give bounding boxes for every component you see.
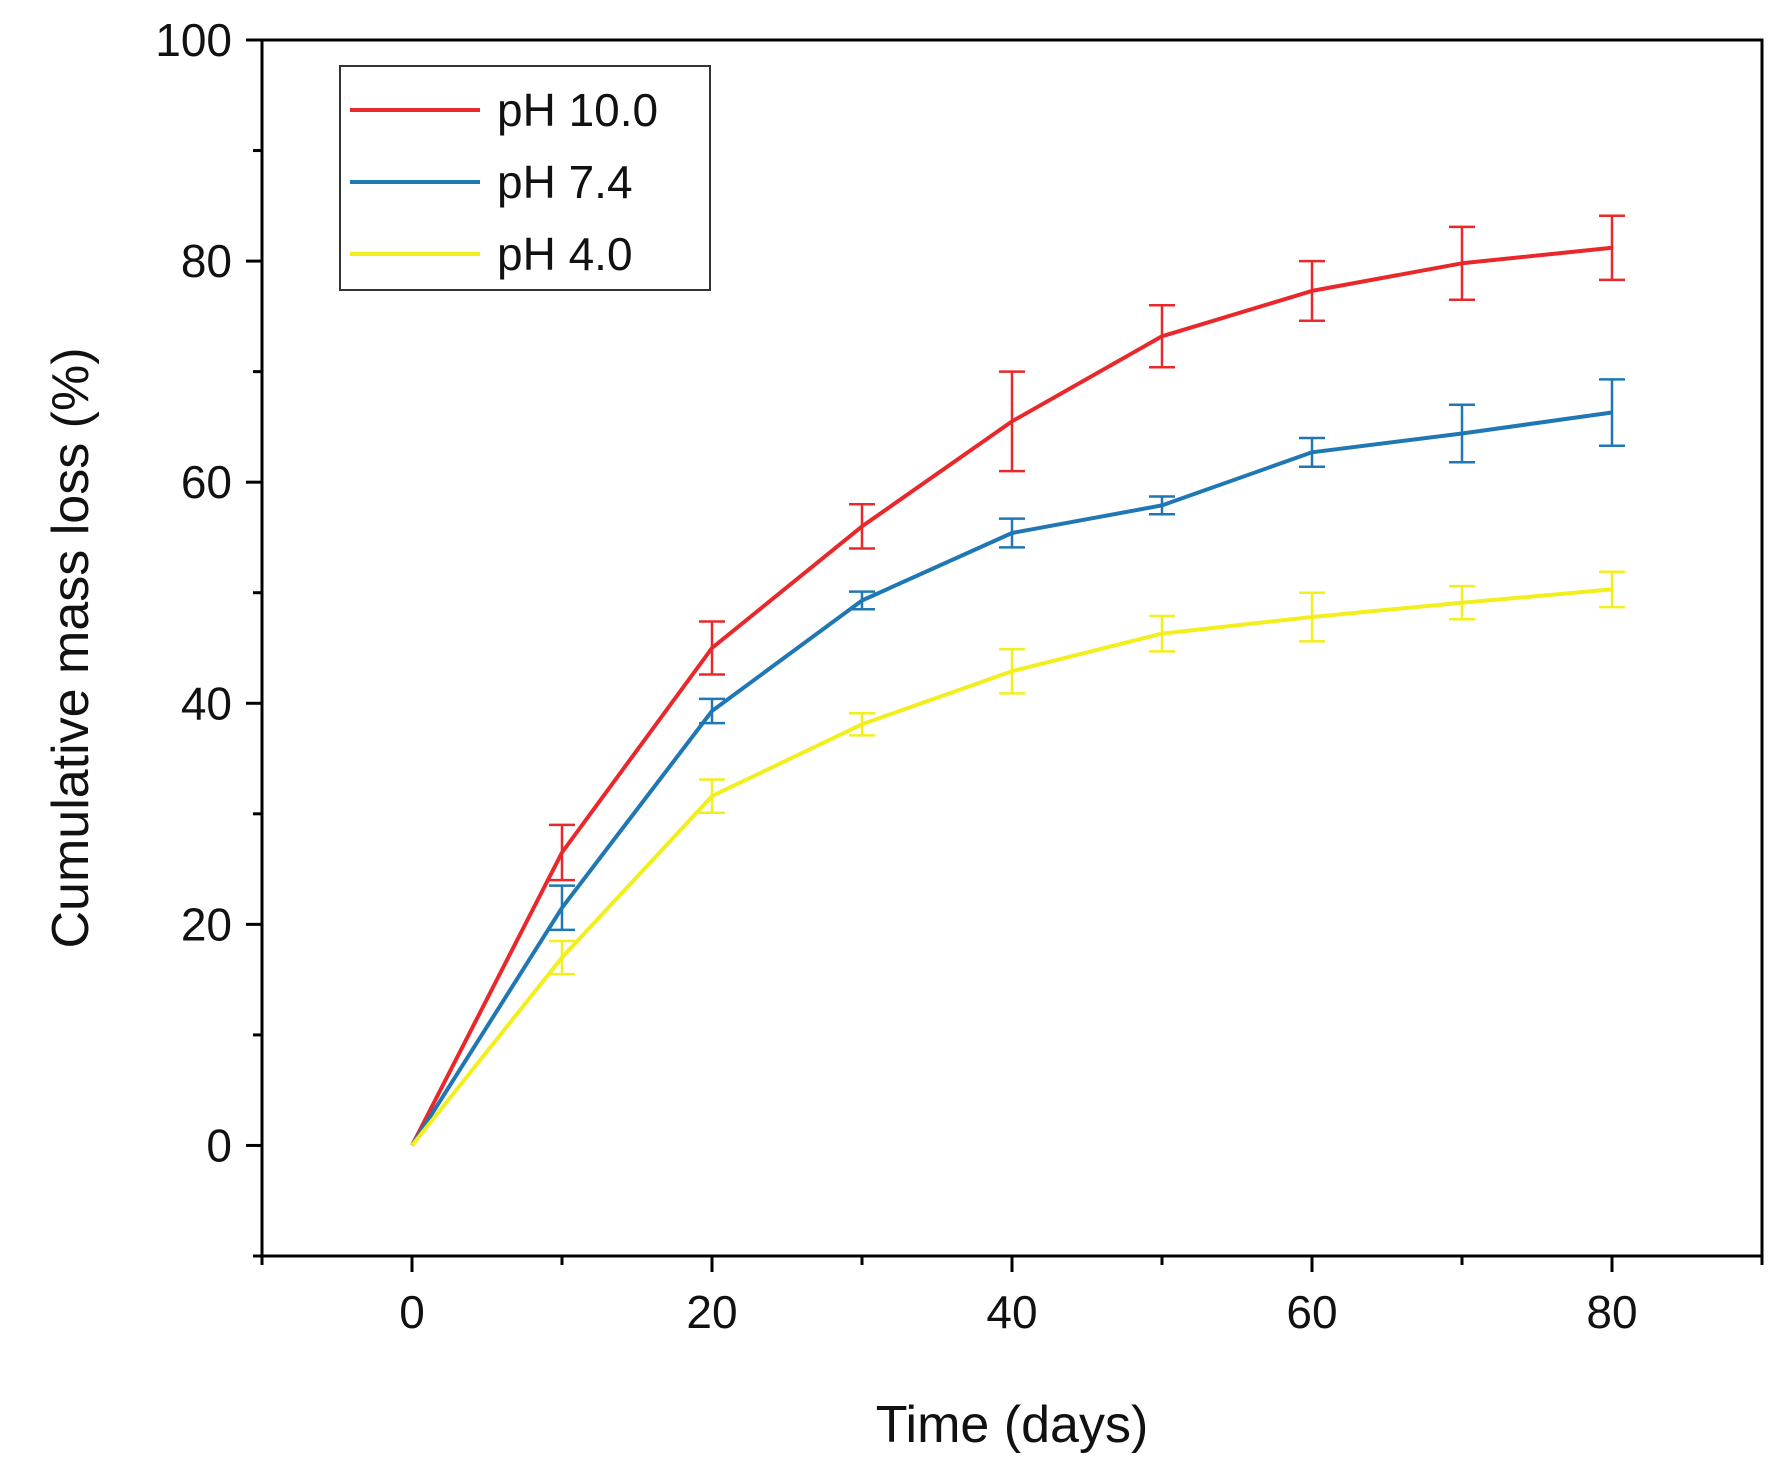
error-bar	[1599, 214, 1625, 282]
error-bar	[1149, 495, 1175, 516]
error-bar	[549, 884, 575, 932]
x-tick-label: 20	[686, 1286, 737, 1338]
error-bar	[549, 939, 575, 976]
error-bar	[1149, 614, 1175, 653]
y-tick-label: 40	[181, 677, 232, 729]
y-axis-title: Cumulative mass loss (%)	[42, 347, 100, 948]
y-tick-label: 100	[155, 14, 232, 66]
x-tick-label: 0	[399, 1286, 425, 1338]
y-tick-label: 60	[181, 456, 232, 508]
x-tick-label: 60	[1286, 1286, 1337, 1338]
y-tick-label: 20	[181, 898, 232, 950]
error-bar	[549, 823, 575, 882]
axis-ticks: 0 20 40 60 80 0 20 40 60 80 100	[155, 14, 1764, 1338]
error-bar	[1449, 403, 1475, 464]
legend-label-ph-7-4: pH 7.4	[497, 156, 633, 208]
error-bar	[1299, 259, 1325, 323]
error-bar	[999, 647, 1025, 695]
error-bar	[999, 370, 1025, 473]
error-bar	[849, 590, 875, 611]
legend-label-ph-4: pH 4.0	[497, 228, 633, 280]
error-bar	[1449, 225, 1475, 302]
x-tick-label: 40	[986, 1286, 1037, 1338]
x-tick-label: 80	[1586, 1286, 1637, 1338]
legend: pH 10.0 pH 7.4 pH 4.0	[339, 65, 711, 291]
error-bar	[1599, 570, 1625, 609]
error-bar	[849, 711, 875, 737]
series-layer	[410, 214, 1625, 1147]
error-bar	[999, 517, 1025, 549]
error-bar	[1599, 378, 1625, 447]
error-bar	[699, 697, 725, 725]
error-bar	[699, 620, 725, 676]
error-bar	[1299, 436, 1325, 468]
error-bar	[1299, 591, 1325, 643]
error-bar	[699, 778, 725, 814]
x-axis-title: Time (days)	[876, 1396, 1149, 1454]
legend-label-ph-10: pH 10.0	[497, 84, 658, 136]
y-tick-label: 80	[181, 235, 232, 287]
y-tick-label: 0	[206, 1119, 232, 1171]
error-bar	[1149, 304, 1175, 369]
error-bar	[849, 503, 875, 550]
error-bar	[1449, 584, 1475, 621]
